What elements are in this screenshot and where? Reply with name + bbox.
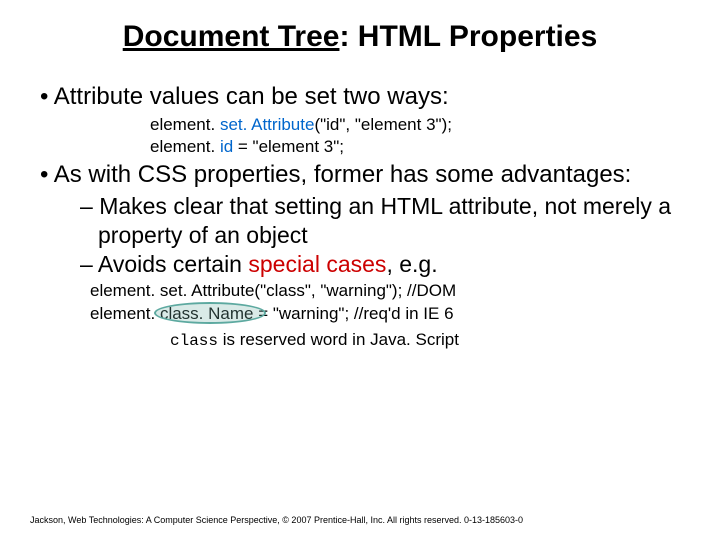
sub-bullet-special-cases: Avoids certain special cases, e.g. (80, 250, 690, 279)
code-block-1: element. set. Attribute("id", "element 3… (150, 114, 690, 158)
title-rest: : HTML Properties (339, 20, 597, 53)
code-line-setattribute: element. set. Attribute("id", "element 3… (150, 114, 690, 136)
slide-title: Document Tree: HTML Properties (30, 20, 690, 54)
code-block-2: element. set. Attribute("class", "warnin… (90, 280, 690, 326)
sub-bullet-makes-clear: Makes clear that setting an HTML attribu… (80, 192, 690, 250)
bullet-advantages: As with CSS properties, former has some … (40, 160, 690, 190)
special-cases-text: special cases (248, 251, 386, 277)
code-line-id-assign: element. id = "element 3"; (150, 136, 690, 158)
class-keyword: class (170, 332, 218, 350)
bullet-set-two-ways: Attribute values can be set two ways: (40, 82, 690, 112)
reserved-word-note: class is reserved word in Java. Script (170, 330, 690, 350)
title-underlined: Document Tree (123, 20, 340, 53)
footer-copyright: Jackson, Web Technologies: A Computer Sc… (30, 515, 690, 525)
code-line-classname: element. class. Name = "warning"; //req'… (90, 303, 690, 326)
classname-highlight: class. Name (160, 304, 254, 323)
code-line-class-dom: element. set. Attribute("class", "warnin… (90, 280, 690, 303)
slide-container: Document Tree: HTML Properties Attribute… (0, 0, 720, 360)
